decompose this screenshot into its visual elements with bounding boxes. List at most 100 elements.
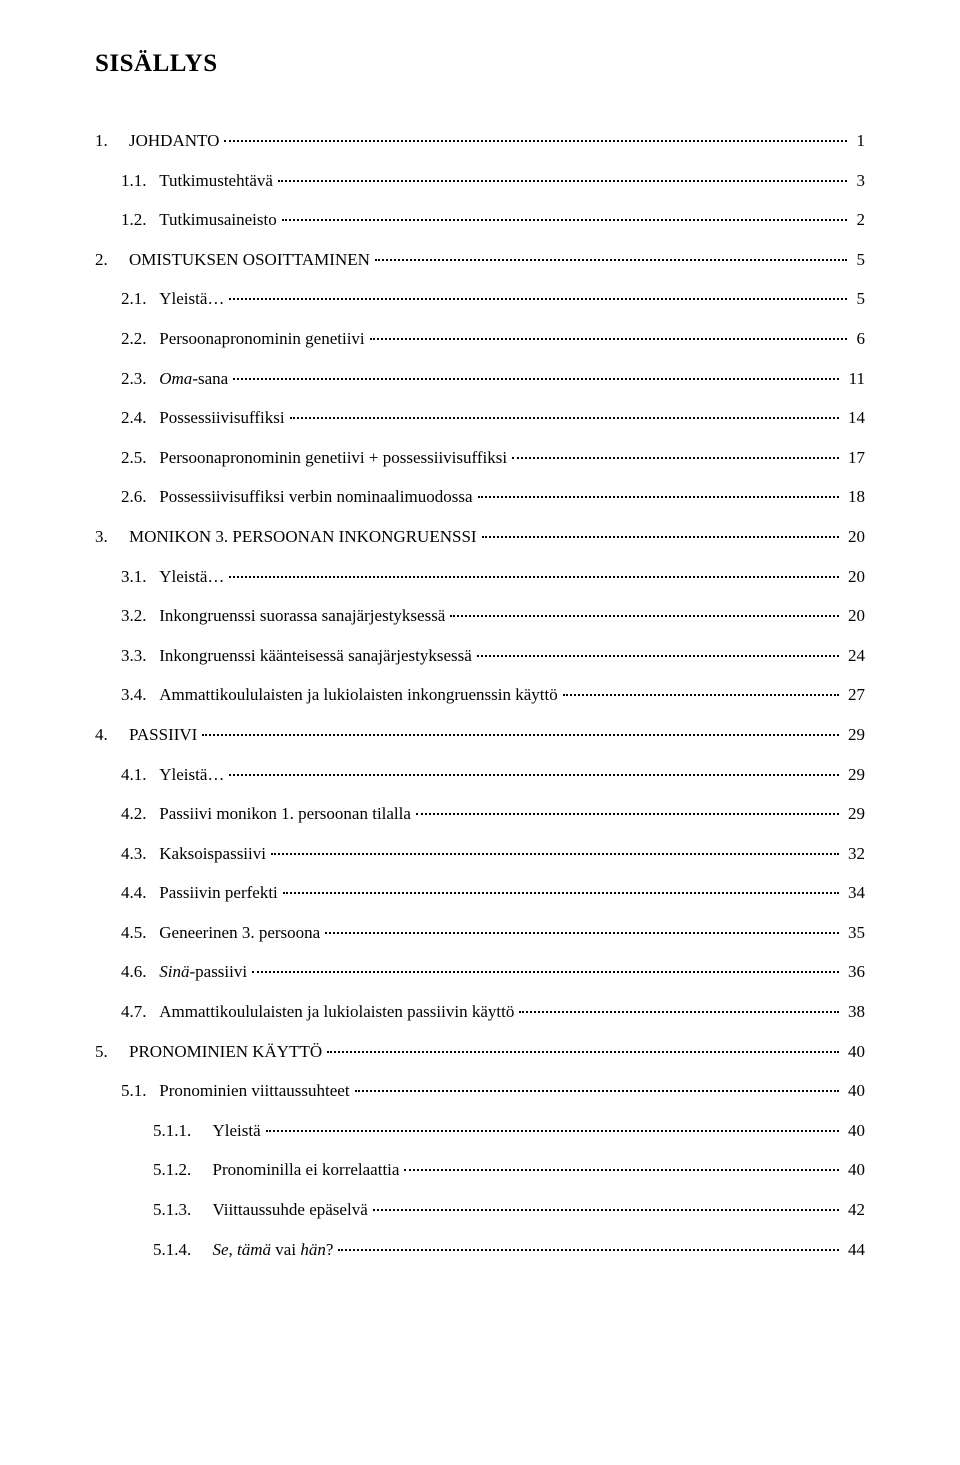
toc-entry-number: 4.3. — [121, 843, 159, 865]
toc-leader-dots — [338, 1249, 838, 1251]
toc-entry-page: 11 — [842, 368, 865, 390]
toc-entry-number: 1.1. — [121, 170, 159, 192]
toc-entry: 4.7. Ammattikoululaisten ja lukiolaisten… — [95, 1001, 865, 1023]
toc-entry-page: 3 — [850, 170, 865, 192]
toc-entry: 4.5. Geneerinen 3. persoona 35 — [95, 922, 865, 944]
toc-entry-label: Sinä-passiivi — [159, 961, 247, 983]
toc-entry-page: 20 — [842, 526, 865, 548]
toc-entry-label: Se, tämä vai hän? — [213, 1239, 334, 1261]
toc-entry-number: 5.1.3. — [153, 1199, 213, 1221]
toc-entry: 3.1. Yleistä… 20 — [95, 566, 865, 588]
toc-entry: 3. MONIKON 3. PERSOONAN INKONGRUENSSI 20 — [95, 526, 865, 548]
toc-entry-page: 29 — [842, 803, 865, 825]
toc-entry: 3.2. Inkongruenssi suorassa sanajärjesty… — [95, 605, 865, 627]
toc-entry-number: 4.2. — [121, 803, 159, 825]
toc-leader-dots — [404, 1169, 838, 1171]
toc-entry-page: 35 — [842, 922, 865, 944]
toc-entry-label: Yleistä… — [159, 566, 224, 588]
toc-entry-label: Tutkimustehtävä — [159, 170, 273, 192]
toc-leader-dots — [563, 694, 839, 696]
toc-entry-page: 40 — [842, 1041, 865, 1063]
toc-entry: 5.1.4. Se, tämä vai hän? 44 — [95, 1239, 865, 1261]
toc-leader-dots — [325, 932, 839, 934]
toc-entry: 5.1. Pronominien viittaussuhteet 40 — [95, 1080, 865, 1102]
toc-entry-number: 2.2. — [121, 328, 159, 350]
toc-entry: 4.6. Sinä-passiivi 36 — [95, 961, 865, 983]
toc-entry-label: Kaksoispassiivi — [159, 843, 266, 865]
toc-entry-page: 32 — [842, 843, 865, 865]
toc-leader-dots — [229, 774, 838, 776]
toc-leader-dots — [283, 892, 839, 894]
toc-entry-page: 1 — [850, 130, 865, 152]
toc-entry: 2.4. Possessiivisuffiksi 14 — [95, 407, 865, 429]
toc-entry-page: 44 — [842, 1239, 865, 1261]
toc-entry: 1. JOHDANTO 1 — [95, 130, 865, 152]
toc-entry: 3.3. Inkongruenssi käänteisessä sanajärj… — [95, 645, 865, 667]
toc-entry-label: Inkongruenssi suorassa sanajärjestyksess… — [159, 605, 445, 627]
toc-entry-number: 5.1.4. — [153, 1239, 213, 1261]
toc-entry-page: 34 — [842, 882, 865, 904]
toc-entry-number: 4.1. — [121, 764, 159, 786]
toc-entry-label: Inkongruenssi käänteisessä sanajärjestyk… — [159, 645, 472, 667]
toc-entry: 1.2. Tutkimusaineisto 2 — [95, 209, 865, 231]
toc-entry-label: Yleistä — [213, 1120, 261, 1142]
toc-entry-number: 5.1.2. — [153, 1159, 213, 1181]
toc-entry: 3.4. Ammattikoululaisten ja lukiolaisten… — [95, 684, 865, 706]
toc-entry-label: Possessiivisuffiksi verbin nominaalimuod… — [159, 486, 472, 508]
toc-entry-page: 38 — [842, 1001, 865, 1023]
toc-entry: 4.2. Passiivi monikon 1. persoonan tilal… — [95, 803, 865, 825]
toc-entry-label: Pronominilla ei korrelaattia — [213, 1159, 400, 1181]
toc-entry-number: 5. — [95, 1041, 129, 1063]
toc-entry-label: Ammattikoululaisten ja lukiolaisten pass… — [159, 1001, 514, 1023]
toc-entry-number: 3. — [95, 526, 129, 548]
toc-entry-label: Possessiivisuffiksi — [159, 407, 284, 429]
toc-entry-number: 4.7. — [121, 1001, 159, 1023]
toc-leader-dots — [482, 536, 839, 538]
toc-leader-dots — [327, 1051, 839, 1053]
toc-entry-label: Passiivin perfekti — [159, 882, 278, 904]
toc-entry-label: Geneerinen 3. persoona — [159, 922, 320, 944]
toc-entry: 5.1.2. Pronominilla ei korrelaattia 40 — [95, 1159, 865, 1181]
toc-entry-label: MONIKON 3. PERSOONAN INKONGRUENSSI — [129, 526, 477, 548]
toc-entry: 2. OMISTUKSEN OSOITTAMINEN 5 — [95, 249, 865, 271]
toc-leader-dots — [252, 971, 839, 973]
toc-entry-number: 4. — [95, 724, 129, 746]
toc-entry-label: JOHDANTO — [129, 130, 219, 152]
toc-entry-number: 4.5. — [121, 922, 159, 944]
toc-entry-label: Ammattikoululaisten ja lukiolaisten inko… — [159, 684, 558, 706]
toc-entry-page: 36 — [842, 961, 865, 983]
toc-entry-page: 18 — [842, 486, 865, 508]
toc-entry-label: Pronominien viittaussuhteet — [159, 1080, 349, 1102]
toc-entry-page: 5 — [850, 249, 865, 271]
toc-leader-dots — [512, 457, 839, 459]
toc-entry: 5.1.1. Yleistä 40 — [95, 1120, 865, 1142]
toc-leader-dots — [373, 1209, 839, 1211]
document-title: SISÄLLYS — [95, 50, 865, 78]
toc-leader-dots — [290, 417, 839, 419]
toc-entry-number: 5.1. — [121, 1080, 159, 1102]
toc-entry-page: 5 — [850, 288, 865, 310]
toc-leader-dots — [478, 496, 839, 498]
toc-entry-page: 14 — [842, 407, 865, 429]
toc-entry: 2.1. Yleistä… 5 — [95, 288, 865, 310]
toc-entry-number: 3.3. — [121, 645, 159, 667]
toc-entry-page: 24 — [842, 645, 865, 667]
toc-entry-page: 2 — [850, 209, 865, 231]
toc-leader-dots — [224, 140, 847, 142]
toc-entry-label: OMISTUKSEN OSOITTAMINEN — [129, 249, 370, 271]
toc-entry: 4.3. Kaksoispassiivi 32 — [95, 843, 865, 865]
toc-entry-number: 2.6. — [121, 486, 159, 508]
toc-entry-number: 2.1. — [121, 288, 159, 310]
toc-entry-number: 1. — [95, 130, 129, 152]
toc-entry-page: 6 — [850, 328, 865, 350]
toc-leader-dots — [202, 734, 838, 736]
toc-entry-label: Persoonapronominin genetiivi — [159, 328, 364, 350]
toc-entry: 5.1.3. Viittaussuhde epäselvä 42 — [95, 1199, 865, 1221]
toc-entry: 4.4. Passiivin perfekti 34 — [95, 882, 865, 904]
toc-leader-dots — [450, 615, 838, 617]
toc-entry-number: 2.3. — [121, 368, 159, 390]
toc-leader-dots — [282, 219, 848, 221]
toc-leader-dots — [416, 813, 839, 815]
toc-leader-dots — [229, 298, 847, 300]
toc-leader-dots — [370, 338, 848, 340]
